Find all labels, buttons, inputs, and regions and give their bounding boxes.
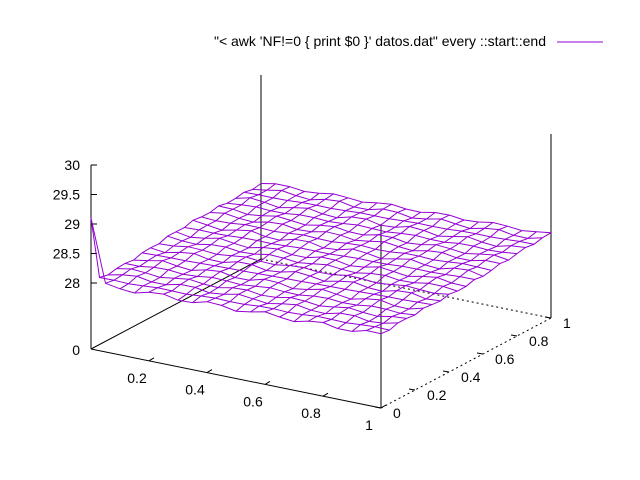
surface-mesh [90, 183, 552, 335]
x-tick-label: 0.6 [243, 393, 263, 409]
x-tick-label: 1 [365, 417, 373, 433]
y-tick-label: 0 [393, 405, 401, 421]
surface-row-line [175, 231, 467, 287]
tick-labels: 28 28.5 29 29.5 30 0 0.2 0.4 0.6 0.8 1 0 0.2 0.4 0.6 0.… [53, 157, 571, 433]
surface-column-line [119, 186, 291, 290]
z-tick-label: 30 [64, 157, 80, 173]
floor-edge [90, 258, 262, 350]
z-tick-label: 28 [64, 275, 80, 291]
z-tick-label: 29.5 [53, 187, 80, 203]
surface-column-line [235, 208, 407, 312]
axes [90, 75, 552, 409]
surface-column-line [337, 225, 508, 329]
y-tick-label: 0.6 [495, 351, 515, 367]
floor-edge [90, 348, 382, 409]
surface-column-line [351, 230, 523, 332]
surface-column-line [134, 191, 305, 294]
surface-column-line [366, 231, 537, 331]
surface-column-line [206, 202, 378, 303]
surface-column-line [192, 201, 363, 303]
surface-column-line [279, 214, 450, 318]
y-tick-mark [374, 406, 382, 409]
surface-column-line [90, 183, 262, 279]
surface-column-line [308, 221, 479, 322]
surface-column-line [322, 222, 494, 323]
x-tick-mark [322, 392, 329, 397]
x-tick-mark [264, 380, 271, 385]
surface-column-line [380, 232, 552, 335]
y-tick-mark [442, 370, 450, 373]
y-tick-label: 0.4 [461, 369, 481, 385]
surface-column-line [264, 212, 436, 313]
surface-column-line [163, 193, 334, 295]
y-tick-mark [544, 316, 552, 319]
surface-row-line [158, 243, 450, 295]
surface-column-line [293, 219, 465, 322]
z-tick-label: 29 [64, 216, 80, 232]
x-tick-mark [380, 404, 387, 409]
x-tick-label: 0.8 [301, 405, 321, 421]
surface-row-line [209, 212, 501, 264]
y-tick-label: 0.2 [427, 387, 447, 403]
z-tick-label: 28.5 [53, 246, 80, 262]
surface-column-line [177, 197, 349, 301]
legend: "< awk 'NF!=0 { print $0 }' datos.dat" e… [214, 33, 603, 49]
legend-label: "< awk 'NF!=0 { print $0 }' datos.dat" e… [214, 33, 546, 49]
surface-column-line [250, 211, 421, 313]
surface-row-line [252, 189, 543, 239]
y-tick-mark [476, 352, 484, 355]
surface-column-line [148, 192, 320, 293]
z-base-tick-label: 0 [72, 342, 80, 358]
surface-column-line [221, 203, 392, 306]
y-tick-label: 0.8 [529, 333, 549, 349]
y-tick-mark [510, 334, 518, 337]
y-tick-mark [408, 388, 416, 391]
x-tick-label: 0.4 [185, 382, 205, 398]
floor-back-edge [260, 258, 552, 319]
surface-column-line [105, 183, 276, 284]
x-tick-mark [206, 369, 213, 374]
x-tick-mark [148, 357, 155, 362]
y-tick-label: 1 [563, 315, 571, 331]
floor-back-edge [380, 317, 552, 409]
x-tick-label: 0.2 [127, 370, 147, 386]
